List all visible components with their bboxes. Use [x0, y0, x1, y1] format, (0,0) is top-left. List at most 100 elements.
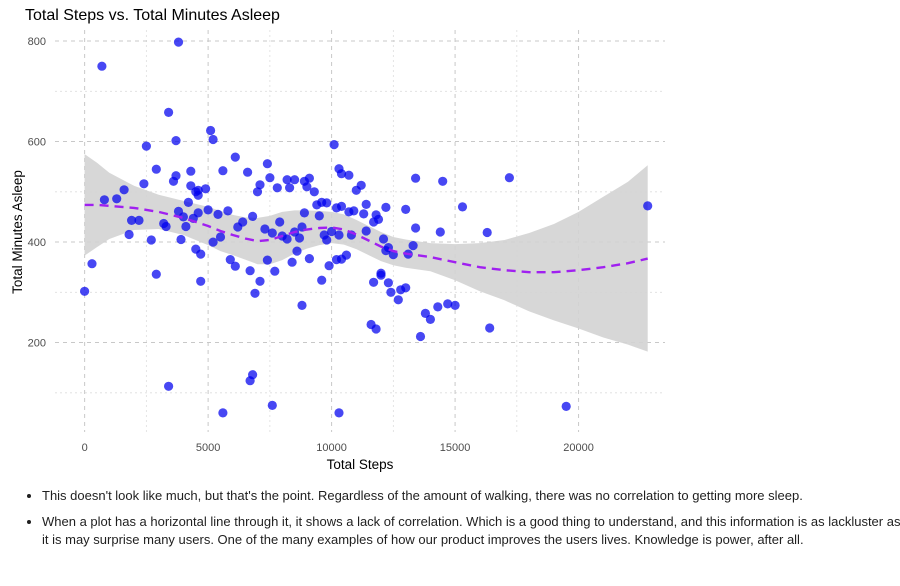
data-points [80, 37, 653, 418]
data-point [99, 195, 109, 205]
data-point [369, 277, 379, 287]
data-point [151, 269, 161, 279]
data-point [435, 227, 445, 237]
data-point [119, 185, 129, 195]
data-point [314, 211, 324, 221]
trend-line-layer [84, 203, 648, 274]
data-point [97, 61, 107, 71]
data-point [164, 107, 174, 117]
data-point [272, 183, 282, 193]
data-point [141, 141, 151, 151]
data-point [322, 198, 332, 208]
data-point [304, 173, 314, 183]
data-point [80, 286, 90, 296]
data-point [425, 314, 435, 324]
data-point [252, 187, 263, 197]
y-tick-label: 400 [28, 237, 46, 249]
data-point [317, 275, 327, 285]
y-tick-label: 800 [28, 36, 46, 48]
data-point [243, 167, 253, 177]
data-point [287, 257, 297, 267]
data-point [230, 261, 240, 271]
data-point [201, 184, 211, 194]
data-point [386, 287, 396, 297]
data-point [171, 171, 181, 181]
data-point [381, 202, 391, 212]
data-point [196, 249, 206, 259]
data-point [304, 254, 314, 264]
data-point [213, 209, 223, 219]
tick-labels: 0 5000 10000 15000 20000 200 400 600 800 [28, 36, 594, 454]
data-point [206, 125, 216, 136]
data-point [443, 299, 453, 309]
data-point [250, 288, 260, 298]
data-point [383, 278, 393, 288]
data-point [482, 227, 492, 238]
data-point [297, 300, 307, 310]
data-point [248, 370, 258, 380]
data-point [173, 37, 184, 47]
data-point [275, 217, 285, 227]
data-point [134, 215, 144, 225]
data-point [361, 199, 371, 209]
data-point [127, 215, 137, 225]
data-point [245, 266, 255, 276]
data-point [411, 173, 421, 183]
data-point [262, 159, 272, 169]
confidence-band-layer [84, 154, 648, 352]
data-point [87, 259, 97, 269]
data-point [485, 323, 495, 333]
data-point [193, 208, 203, 218]
data-point [139, 179, 149, 189]
data-point [361, 226, 371, 236]
data-point [450, 300, 460, 310]
data-point [299, 208, 309, 218]
data-point [393, 295, 403, 305]
x-tick-label: 20000 [563, 442, 594, 454]
data-point [208, 237, 218, 247]
data-point [334, 408, 344, 418]
data-point [230, 152, 240, 162]
data-point [282, 234, 292, 244]
data-point [378, 234, 389, 244]
data-point [643, 201, 653, 211]
data-point [292, 246, 302, 256]
data-point [373, 214, 384, 224]
data-point [181, 221, 191, 232]
data-point [218, 166, 228, 176]
data-point [356, 180, 366, 190]
data-point [260, 224, 270, 234]
data-point [161, 221, 171, 232]
data-point [124, 229, 134, 240]
data-point [329, 140, 339, 150]
data-point [433, 302, 443, 312]
data-point [218, 408, 228, 418]
data-point [255, 180, 265, 190]
data-point [151, 164, 161, 174]
data-point [282, 175, 292, 185]
y-tick-label: 600 [28, 137, 46, 149]
data-point [238, 217, 248, 227]
data-point [359, 209, 369, 219]
data-point [178, 212, 188, 222]
note-item: When a plot has a horizontal line throug… [42, 513, 900, 550]
data-point [183, 197, 193, 207]
data-point [255, 276, 265, 286]
data-point [322, 235, 332, 245]
chart-title: Total Steps vs. Total Minutes Asleep [25, 7, 280, 24]
data-point [349, 206, 359, 216]
trend-line [84, 203, 648, 274]
data-point [327, 226, 337, 237]
data-point [223, 206, 233, 216]
data-point [334, 230, 344, 240]
data-point [344, 170, 354, 180]
confidence-band [84, 154, 648, 352]
data-point [302, 182, 312, 192]
data-point [215, 232, 226, 242]
data-point [225, 255, 235, 265]
y-tick-label: 200 [28, 338, 46, 350]
data-point [411, 223, 421, 233]
data-point [457, 202, 468, 212]
data-point [401, 204, 411, 214]
note-item: This doesn't look like much, but that's … [42, 487, 900, 506]
